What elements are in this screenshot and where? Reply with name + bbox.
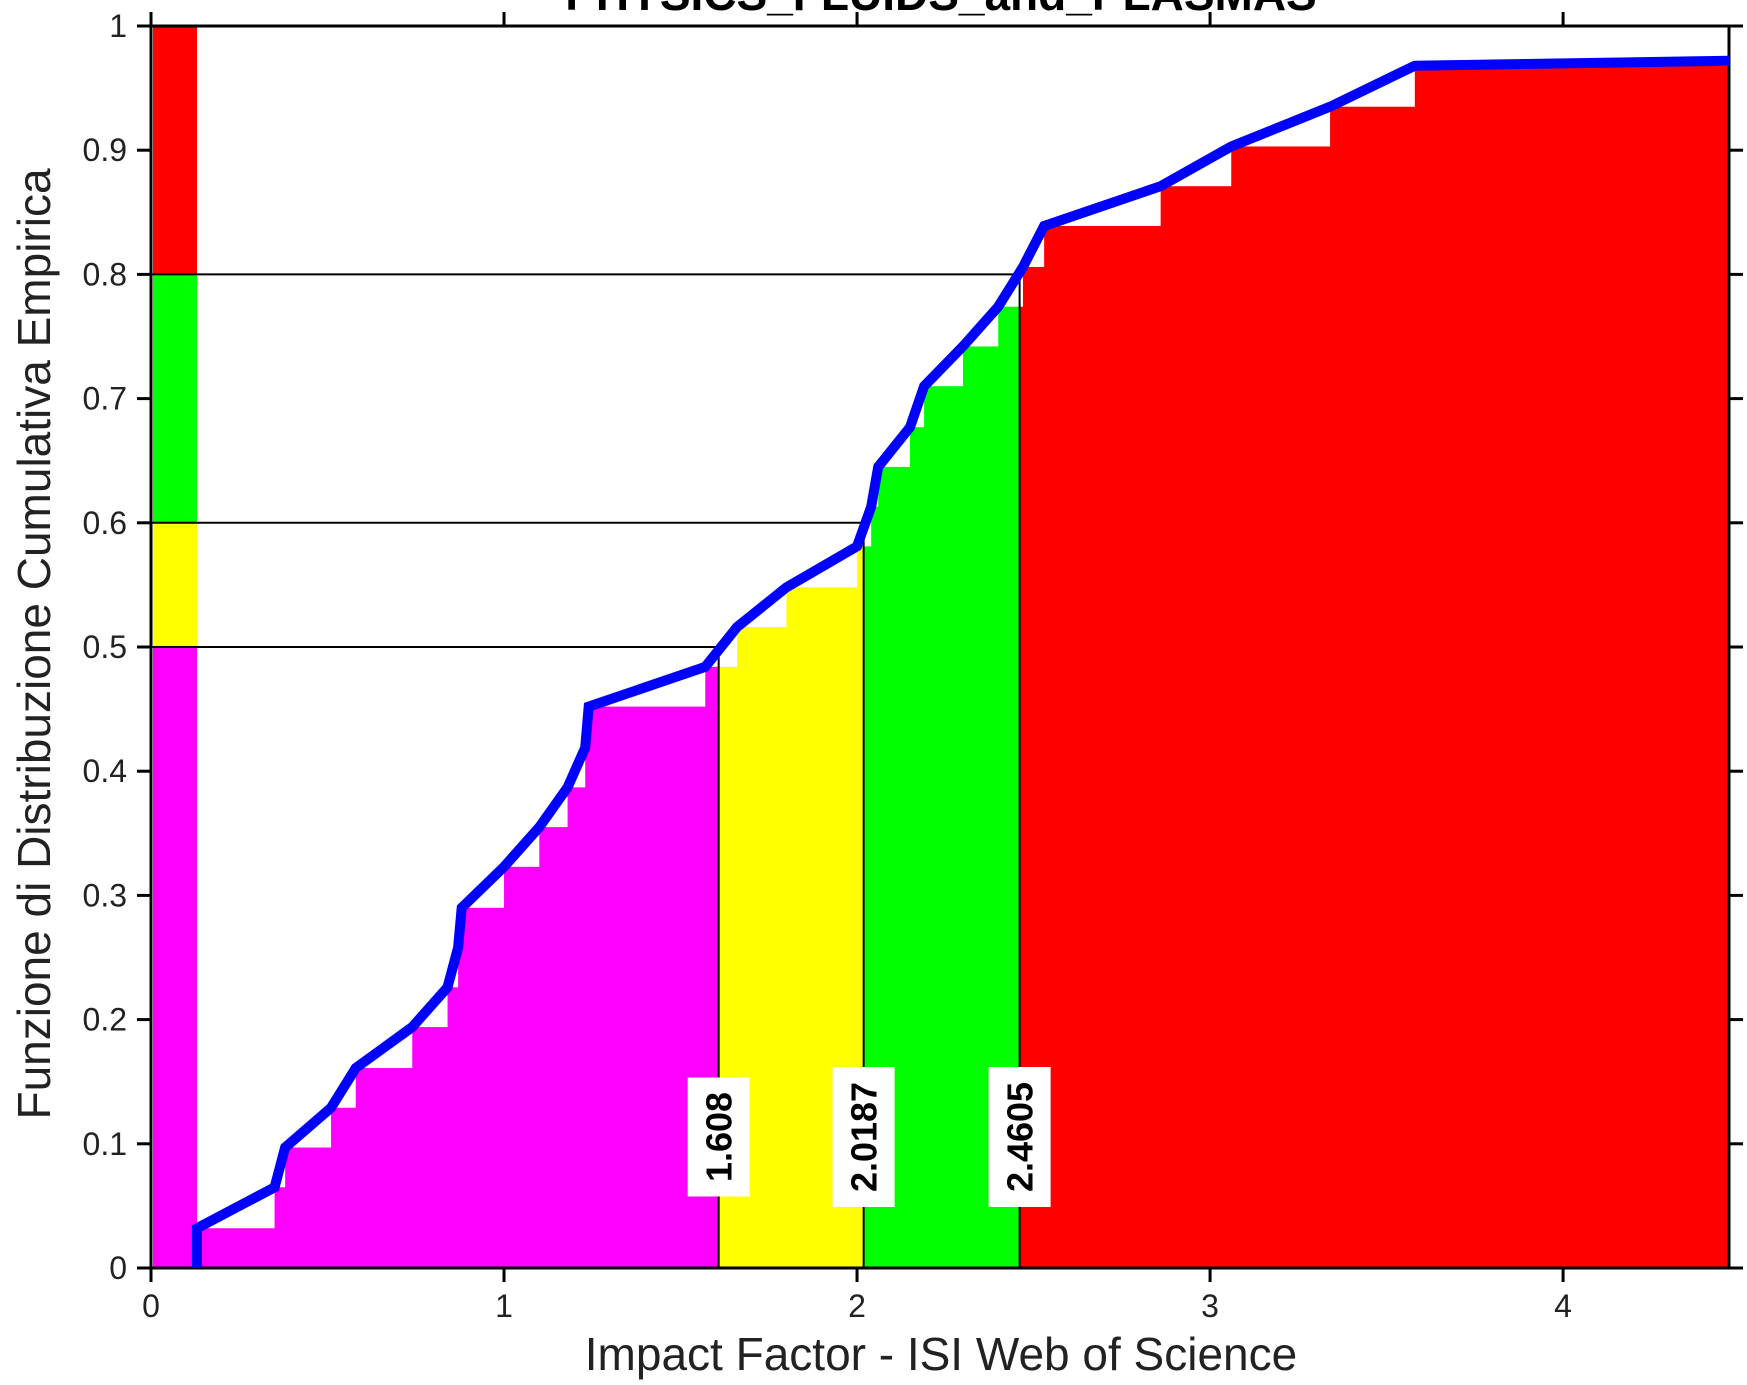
y-tick-label: 0.9 <box>83 132 127 168</box>
step-fill-segment <box>998 306 1021 1268</box>
step-fill-segment <box>196 1228 276 1268</box>
quartile-band <box>153 647 197 1268</box>
y-tick-label: 0.6 <box>83 505 127 541</box>
step-fill-segment <box>504 866 540 1268</box>
step-fill-segment <box>863 546 872 1268</box>
axes-layer: 0 0.1 0.2 0.3 0.4 0.5 0.6 0.7 0.8 0.9 1 0 1 2 3 4 <box>83 8 1743 1324</box>
quartile-color-bar <box>153 26 197 1268</box>
step-fill-segment <box>924 386 964 1268</box>
quartile-band <box>153 274 197 523</box>
y-tick-label: 0.8 <box>83 256 127 292</box>
step-fill-segment <box>1414 65 1730 1268</box>
x-tick-label: 0 <box>142 1288 160 1324</box>
step-fill-segment <box>1022 266 1045 1268</box>
step-fill-segment <box>285 1147 332 1268</box>
y-tick-label: 0.4 <box>83 753 127 789</box>
step-fill-segment <box>1019 306 1024 1268</box>
step-fill-layer <box>196 65 1730 1269</box>
y-axis-label: Funzione di Distribuzione Cumulativa Emp… <box>8 168 60 1119</box>
y-tick-label: 0.3 <box>83 877 127 913</box>
threshold-label-text: 2.4605 <box>1000 1082 1041 1192</box>
x-tick-label: 2 <box>848 1288 866 1324</box>
step-fill-segment <box>412 1027 449 1268</box>
step-fill-segment <box>355 1068 413 1268</box>
threshold-label-text: 2.0187 <box>844 1082 885 1192</box>
x-tick-label: 4 <box>1554 1288 1572 1324</box>
threshold-label-box <box>832 1067 895 1207</box>
x-tick-label: 3 <box>1201 1288 1219 1324</box>
threshold-label: 1.608 <box>687 1077 750 1197</box>
threshold-label-text: 1.608 <box>699 1092 740 1182</box>
step-fill-segment <box>539 827 569 1268</box>
threshold-label-box <box>687 1077 750 1197</box>
y-tick-label: 0.1 <box>83 1126 127 1162</box>
step-fill-segment <box>871 506 879 1268</box>
x-tick-label: 1 <box>495 1288 513 1324</box>
threshold-label-box <box>988 1067 1051 1207</box>
threshold-label-layer: 1.608 2.0187 2.4605 <box>687 1067 1051 1207</box>
y-tick-label: 0 <box>109 1250 127 1286</box>
step-fill-segment <box>274 1187 286 1268</box>
step-fill-segment <box>461 907 505 1268</box>
y-tick-label: 0.5 <box>83 629 127 665</box>
step-fill-segment <box>447 987 459 1268</box>
x-axis-label: Impact Factor - ISI Web of Science <box>585 1328 1297 1380</box>
cdf-line-layer <box>191 55 1730 1268</box>
step-fill-segment <box>909 427 925 1268</box>
y-tick-label: 0.7 <box>83 381 127 417</box>
cdf-line <box>191 55 1730 1268</box>
step-fill-segment <box>1044 225 1162 1268</box>
chart-title: PHYSICS_FLUIDS_and_PLASMAS <box>565 0 1316 20</box>
step-fill-segment <box>331 1107 357 1268</box>
y-tick-label: 0.2 <box>83 1002 127 1038</box>
step-fill-segment <box>458 947 463 1268</box>
quartile-band <box>153 26 197 275</box>
step-fill-segment <box>857 546 865 1268</box>
threshold-label: 2.0187 <box>832 1067 895 1207</box>
quartile-band <box>153 522 197 647</box>
threshold-label: 2.4605 <box>988 1067 1051 1207</box>
step-fill-segment <box>585 747 590 1268</box>
step-fill-segment <box>1231 146 1331 1268</box>
step-fill-segment <box>588 706 706 1268</box>
step-fill-segment <box>567 787 586 1268</box>
y-tick-label: 1 <box>109 8 127 44</box>
step-fill-segment <box>1330 106 1416 1269</box>
step-fill-segment <box>1160 186 1232 1268</box>
